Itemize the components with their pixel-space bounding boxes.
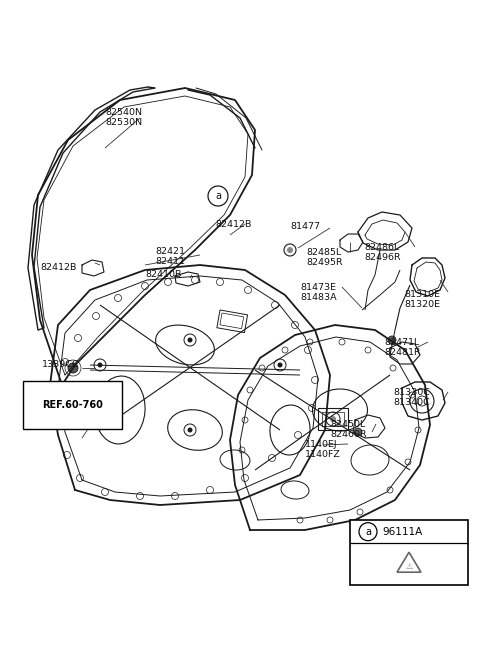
Circle shape <box>330 416 336 422</box>
Text: ⚠: ⚠ <box>405 562 413 571</box>
Text: 81477: 81477 <box>290 222 320 231</box>
Text: 1339CC: 1339CC <box>42 360 80 369</box>
Circle shape <box>287 247 293 253</box>
Circle shape <box>97 363 103 367</box>
Circle shape <box>354 428 362 436</box>
Text: 81473E
81483A: 81473E 81483A <box>300 283 336 302</box>
Circle shape <box>277 363 283 367</box>
Text: 81330C
81340C: 81330C 81340C <box>393 388 430 407</box>
Text: 82421
82411: 82421 82411 <box>155 247 185 266</box>
FancyBboxPatch shape <box>350 520 468 585</box>
Text: 82471L
82481R: 82471L 82481R <box>384 338 420 357</box>
Text: 96111A: 96111A <box>382 527 422 537</box>
Text: a: a <box>215 191 221 201</box>
Bar <box>217 310 248 332</box>
Circle shape <box>188 338 192 342</box>
Text: 82540N
82530N: 82540N 82530N <box>105 108 142 127</box>
Text: 82485L
82495R: 82485L 82495R <box>306 248 343 267</box>
Text: 82410B: 82410B <box>145 270 181 279</box>
Text: 81310E
81320E: 81310E 81320E <box>404 290 440 309</box>
Text: 82486L
82496R: 82486L 82496R <box>364 243 401 262</box>
Text: 1140EJ
1140FZ: 1140EJ 1140FZ <box>305 440 341 459</box>
Circle shape <box>388 336 396 344</box>
Text: a: a <box>365 527 371 537</box>
Text: 82412B: 82412B <box>215 220 252 229</box>
Text: REF.60-760: REF.60-760 <box>42 400 103 410</box>
Circle shape <box>188 428 192 432</box>
Circle shape <box>68 363 78 373</box>
Bar <box>220 313 244 328</box>
Bar <box>322 412 344 426</box>
Bar <box>318 408 348 430</box>
Text: 82412B: 82412B <box>40 263 76 272</box>
Text: 82450L
82460R: 82450L 82460R <box>330 420 367 440</box>
